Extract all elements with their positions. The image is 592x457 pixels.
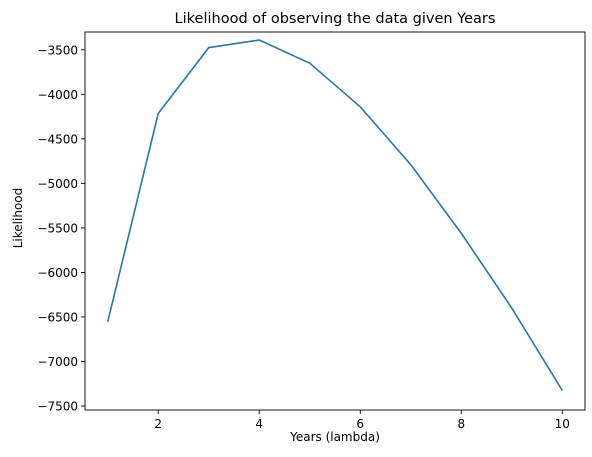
x-tick-label: 4 [255,417,263,431]
y-tick-label: −4000 [37,88,78,102]
series-line [106,39,563,391]
y-tick-label: −4500 [37,132,78,146]
y-tick-label: −7500 [37,399,78,413]
chart-title: Likelihood of observing the data given Y… [175,11,496,27]
y-tick-label: −7000 [37,355,78,369]
x-tick-label: 6 [356,417,364,431]
plot-area: 2 4 6 8 10 −7500 −7000 −6500 −6000 −5500 −5000 −450… [37,31,586,431]
y-tick-label: −6000 [37,266,78,280]
x-tick-label: 2 [154,417,162,431]
x-axis-label: Years (lambda) [289,430,380,444]
axes-frame [84,31,586,411]
x-tick-label: 10 [555,417,570,431]
y-tick-label: −5000 [37,177,78,191]
y-tick-label: −3500 [37,43,78,57]
y-axis-label: Likelihood [11,188,25,249]
x-tick-label: 8 [457,417,465,431]
y-tick-label: −6500 [37,310,78,324]
y-tick-label: −5500 [37,221,78,235]
